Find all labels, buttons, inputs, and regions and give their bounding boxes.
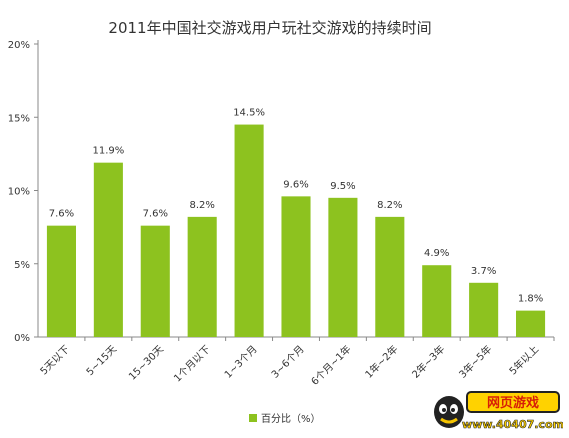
data-label: 8.2% — [377, 200, 402, 211]
y-tick-label: 5% — [14, 260, 30, 271]
y-tick-label: 20% — [8, 40, 30, 51]
category-label: 2年~3年 — [409, 342, 447, 380]
category-label: 5年以上 — [506, 342, 541, 377]
bar — [469, 282, 499, 337]
y-axis: 0% 5% 10% 15% 20% — [8, 40, 39, 344]
category-label: 6个月~1年 — [308, 342, 353, 387]
legend-label: 百分比（%） — [261, 413, 321, 425]
watermark-graphic: 网页游戏 www.40407.com — [434, 391, 564, 431]
watermark-logo: 网页游戏 www.40407.com — [431, 388, 564, 434]
category-label: 1个月以下 — [172, 343, 213, 384]
bar — [93, 162, 123, 337]
bar — [187, 216, 217, 337]
data-labels: 7.6% 11.9% 7.6% 8.2% 14.5% 9.6% 9.5% 8.2% 4.9% 3.… — [49, 108, 543, 305]
category-label: 1年~2年 — [362, 342, 400, 380]
category-label: 1~3个月 — [222, 343, 260, 381]
data-label: 9.5% — [330, 181, 355, 192]
bar — [281, 196, 311, 337]
category-label: 15~30天 — [127, 344, 166, 383]
data-label: 11.9% — [92, 146, 124, 157]
legend: 百分比（%） — [249, 413, 321, 425]
watermark-title: 网页游戏 — [487, 395, 539, 411]
y-tick-label: 10% — [8, 187, 30, 198]
category-label: 3年~5年 — [456, 342, 494, 380]
bar-series — [46, 124, 546, 337]
bar — [375, 216, 405, 337]
bar — [234, 124, 264, 337]
bar — [516, 310, 546, 337]
bar — [140, 225, 170, 337]
y-tick-label: 0% — [14, 333, 30, 344]
data-label: 8.2% — [189, 200, 214, 211]
category-label: 5天以下 — [39, 344, 72, 377]
category-label: 5~15天 — [85, 344, 119, 378]
bar — [46, 225, 76, 337]
data-label: 3.7% — [471, 266, 496, 277]
data-label: 7.6% — [143, 209, 168, 220]
category-label: 3~6个月 — [269, 343, 307, 381]
bar — [422, 265, 452, 337]
data-label: 9.6% — [283, 179, 308, 190]
legend-swatch — [249, 414, 257, 422]
data-label: 4.9% — [424, 248, 449, 259]
category-labels: 5天以下 5~15天 15~30天 1个月以下 1~3个月 3~6个月 6个月~1年 1年~2… — [39, 342, 542, 387]
bar — [328, 197, 358, 337]
data-label: 14.5% — [233, 108, 265, 119]
watermark-url: www.40407.com — [462, 418, 563, 431]
chart-title: 2011年中国社交游戏用户玩社交游戏的持续时间 — [108, 19, 431, 37]
y-tick-label: 15% — [8, 113, 30, 124]
data-label: 7.6% — [49, 209, 74, 220]
x-axis — [38, 336, 555, 341]
data-label: 1.8% — [518, 294, 543, 305]
